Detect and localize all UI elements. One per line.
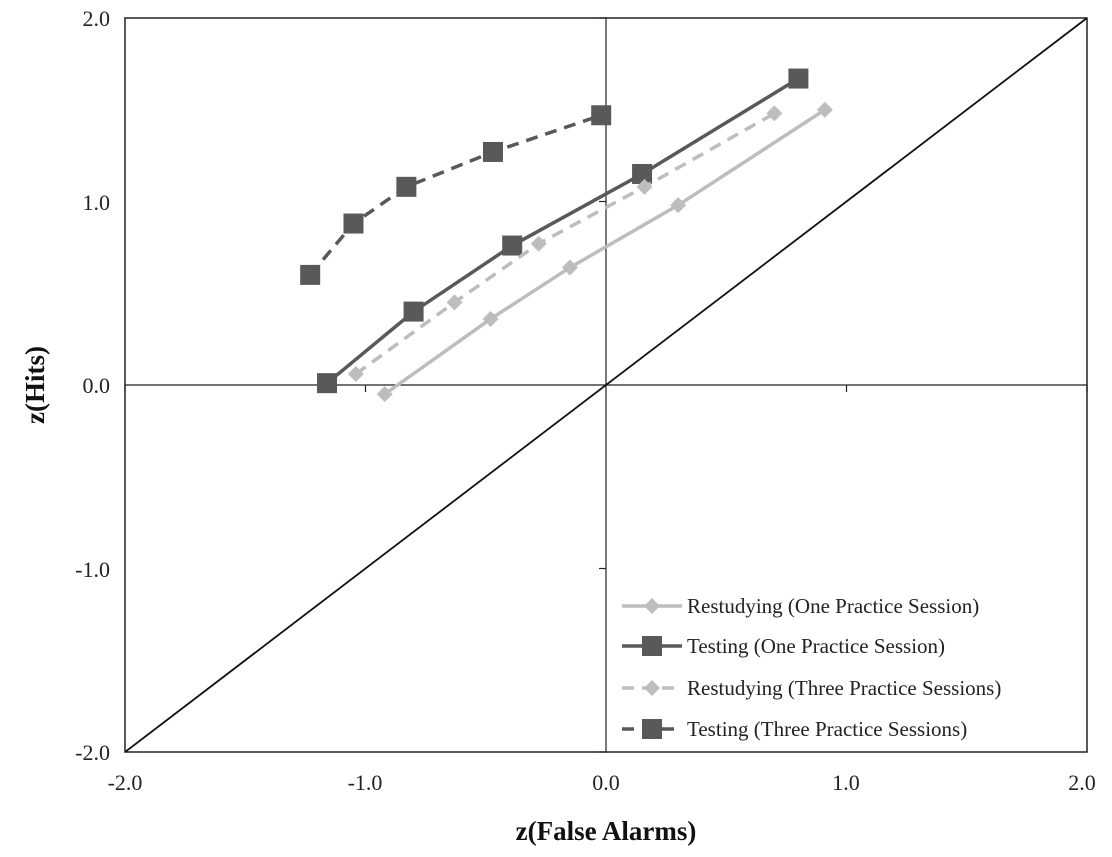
data-point	[317, 373, 338, 394]
legend: Restudying (One Practice Session) Testin…	[622, 594, 1001, 741]
series-layer	[300, 68, 833, 403]
tick-marks	[124, 17, 1088, 753]
y-axis-title: z(Hits)	[20, 346, 50, 424]
data-point	[300, 264, 321, 285]
legend-label-testing-three: Testing (Three Practice Sessions)	[687, 717, 967, 741]
x-tick-label: 2.0	[1068, 770, 1096, 795]
legend-label-restudy-one: Restudying (One Practice Session)	[687, 594, 979, 618]
x-tick-label: -2.0	[108, 770, 143, 795]
data-point	[788, 68, 809, 89]
chance-diagonal-line	[124, 17, 1088, 753]
y-tick-label: -1.0	[75, 557, 110, 582]
series-2	[317, 68, 809, 394]
legend-swatches	[622, 598, 682, 739]
legend-label-testing-one: Testing (One Practice Session)	[687, 634, 945, 658]
y-tick-label: 1.0	[83, 190, 111, 215]
x-tick-label: 0.0	[592, 770, 620, 795]
legend-label-restudy-three: Restudying (Three Practice Sessions)	[687, 676, 1001, 700]
data-point	[482, 141, 503, 162]
data-point	[396, 176, 417, 197]
x-axis-title: z(False Alarms)	[516, 816, 697, 846]
x-tick-label: 1.0	[832, 770, 860, 795]
data-point	[343, 213, 364, 234]
legend-swatch-marker	[642, 636, 662, 656]
axes-layer	[124, 17, 1088, 753]
series-1	[376, 101, 833, 403]
legend-swatch-marker	[644, 680, 660, 696]
y-tick-label: 2.0	[83, 6, 111, 31]
data-point	[347, 365, 364, 382]
legend-swatch-marker	[644, 598, 660, 614]
data-point	[816, 101, 833, 118]
data-point	[403, 301, 424, 322]
data-point	[530, 235, 547, 252]
data-point	[632, 163, 653, 184]
data-point	[670, 197, 687, 214]
series-3	[347, 105, 783, 382]
data-point	[376, 386, 393, 403]
series-4	[300, 105, 612, 285]
data-point	[482, 310, 499, 327]
data-point	[766, 105, 783, 122]
y-tick-label: -2.0	[75, 740, 110, 765]
legend-swatch-marker	[642, 719, 662, 739]
data-point	[502, 235, 523, 256]
x-tick-label: -1.0	[348, 770, 383, 795]
y-tick-label: 0.0	[83, 373, 111, 398]
data-point	[561, 259, 578, 276]
data-point	[636, 178, 653, 195]
data-point	[446, 294, 463, 311]
data-point	[591, 105, 612, 126]
